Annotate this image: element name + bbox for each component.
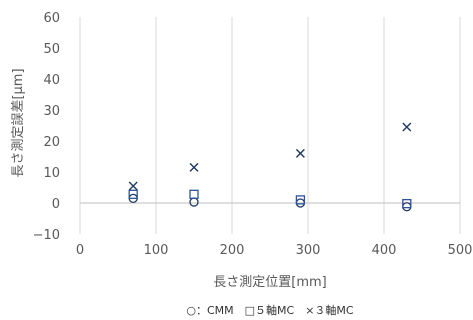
y-axis-tick-labels: −10 0 10 20 30 40 50 60 xyxy=(33,11,60,243)
x-tick-label: 100 xyxy=(144,243,169,258)
vertical-gridlines xyxy=(155,17,461,234)
x-tick-label: 500 xyxy=(448,243,473,258)
x-axis-title: 長さ測定位置[mm] xyxy=(213,275,326,290)
point-cmm xyxy=(402,202,412,212)
y-tick-label: −10 xyxy=(33,228,60,243)
data-points xyxy=(128,122,412,212)
y-tick-label: 20 xyxy=(43,135,60,150)
x-tick-label: 400 xyxy=(372,243,397,258)
x-axis-tick-labels: 0 100 200 300 400 500 xyxy=(76,243,473,258)
point-3axis-mc xyxy=(402,122,412,132)
zero-axis-line xyxy=(79,17,460,234)
point-3axis-mc xyxy=(189,162,199,172)
x-tick-label: 0 xyxy=(76,243,84,258)
point-3axis-mc xyxy=(295,148,305,158)
x-tick-label: 300 xyxy=(296,243,321,258)
y-tick-label: 60 xyxy=(43,11,60,26)
point-5axis-mc xyxy=(295,195,306,205)
x-tick-label: 200 xyxy=(220,243,245,258)
point-3axis-mc xyxy=(128,181,138,191)
y-tick-label: 0 xyxy=(52,197,60,212)
point-cmm xyxy=(189,197,199,207)
y-axis-title: 長さ測定誤差[μm] xyxy=(10,68,26,177)
point-5axis-mc xyxy=(189,189,199,199)
y-tick-label: 50 xyxy=(43,42,60,57)
y-tick-label: 10 xyxy=(43,166,60,181)
point-5axis-mc xyxy=(402,198,412,209)
legend: ○：CMM □５軸MC ×３軸MC xyxy=(186,303,354,317)
y-tick-label: 40 xyxy=(43,73,60,88)
y-tick-label: 30 xyxy=(43,104,60,119)
point-5axis-mc xyxy=(128,189,138,199)
